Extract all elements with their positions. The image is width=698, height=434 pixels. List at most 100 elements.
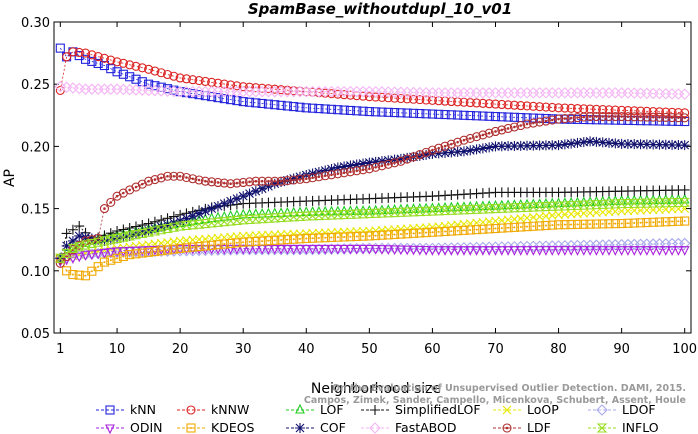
point-kNNW	[118, 58, 128, 68]
point-COF	[440, 147, 451, 158]
point-LDF	[623, 112, 633, 122]
point-SimplifiedLOF	[61, 228, 72, 239]
point-kNNW	[358, 91, 368, 101]
point-KDEOS	[408, 228, 419, 238]
point-COF	[572, 137, 583, 148]
point-INFLO	[370, 208, 381, 218]
point-kNNW	[635, 106, 646, 116]
point-INFLO	[263, 213, 274, 223]
point-KDEOS	[194, 241, 204, 252]
point-kNNW	[535, 102, 545, 112]
point-INFLO	[155, 225, 167, 235]
point-KDEOS-dot	[267, 239, 270, 242]
x-tick-label: 80	[550, 342, 567, 357]
point-kNNW	[654, 107, 665, 117]
series-FastABOD	[54, 80, 691, 100]
point-COF	[421, 149, 432, 160]
point-KDEOS	[629, 218, 639, 228]
point-LDF	[516, 120, 526, 131]
point-ODIN	[263, 244, 274, 255]
point-INFLO	[584, 200, 596, 210]
point-INFLO	[282, 212, 293, 222]
point-KDEOS	[623, 218, 633, 228]
point-KDEOS	[270, 235, 280, 245]
point-kNNW	[484, 99, 494, 109]
point-INFLO	[414, 207, 426, 217]
credit-line-reference: On the Evaluation of Unsupervised Outlie…	[332, 383, 686, 394]
point-KDEOS	[421, 228, 431, 238]
legend-marker	[596, 404, 608, 416]
point-LDF	[257, 176, 267, 186]
point-kNNW	[598, 105, 608, 115]
point-INFLO	[490, 204, 501, 214]
point-KDEOS-dot	[444, 230, 447, 233]
point-kNN	[453, 110, 463, 120]
point-kNNW	[144, 64, 154, 74]
point-KDEOS-dot	[122, 255, 125, 258]
point-INFLO	[225, 216, 236, 226]
point-INFLO	[679, 197, 691, 207]
legend-item-INFLO: INFLO	[588, 420, 659, 434]
point-FastABOD	[117, 83, 130, 96]
legend-marker	[105, 424, 115, 434]
point-KDEOS-dot	[261, 240, 264, 243]
point-LDF	[251, 176, 261, 186]
point-KDEOS	[377, 230, 387, 240]
point-ODIN	[641, 246, 652, 256]
point-INFLO	[433, 206, 445, 216]
point-COF	[358, 158, 369, 169]
point-ODIN	[604, 246, 614, 256]
point-LDF	[150, 175, 160, 185]
point-kNN	[320, 104, 330, 114]
point-LDF-dot	[279, 179, 283, 183]
point-KDEOS	[598, 219, 608, 229]
point-LDF	[390, 158, 400, 168]
point-kNNW	[509, 100, 519, 110]
point-KDEOS	[427, 227, 437, 237]
point-KDEOS	[301, 233, 311, 244]
point-kNNW	[503, 100, 513, 110]
point-COF	[187, 211, 198, 222]
point-INFLO	[609, 199, 621, 209]
point-KDEOS	[99, 257, 110, 267]
point-COF	[332, 162, 343, 173]
point-COF	[433, 148, 444, 159]
point-LDF-dot	[222, 181, 226, 185]
point-ODIN	[572, 246, 583, 256]
point-INFLO	[446, 205, 457, 215]
point-LDF	[453, 137, 463, 147]
point-COF	[515, 140, 526, 151]
point-kNN	[371, 107, 381, 117]
point-kNNW	[440, 96, 450, 106]
point-KDEOS-dot	[343, 235, 346, 238]
point-kNN	[213, 93, 223, 103]
point-INFLO	[250, 214, 262, 224]
point-kNNW	[181, 74, 191, 84]
point-kNN	[295, 102, 305, 112]
point-kNN	[263, 99, 273, 109]
point-INFLO	[231, 215, 243, 225]
point-KDEOS	[402, 229, 412, 239]
point-INFLO	[382, 208, 394, 218]
point-KDEOS	[232, 238, 242, 248]
point-COF	[496, 141, 507, 152]
credit-line-authors: Campos, Zimek, Sander, Campello, Micenko…	[304, 395, 686, 406]
point-INFLO	[572, 200, 583, 210]
point-INFLO	[218, 217, 230, 227]
point-kNNW	[629, 106, 639, 116]
point-KDEOS-dot	[406, 232, 409, 235]
point-LDF	[55, 258, 65, 268]
point-kNNW	[251, 83, 261, 93]
point-LDF-dot	[311, 176, 314, 180]
point-LDF-dot	[538, 120, 541, 124]
point-KDEOS	[68, 269, 78, 280]
point-ODIN	[559, 246, 570, 256]
y-tick-label: 0.15	[21, 203, 50, 218]
point-LDF	[541, 116, 551, 126]
point-ODIN	[99, 248, 110, 259]
point-KDEOS-dot	[500, 227, 503, 230]
point-LDF	[352, 166, 362, 176]
point-COF	[212, 201, 223, 212]
point-ODIN	[597, 246, 608, 256]
point-LDF	[226, 179, 236, 189]
